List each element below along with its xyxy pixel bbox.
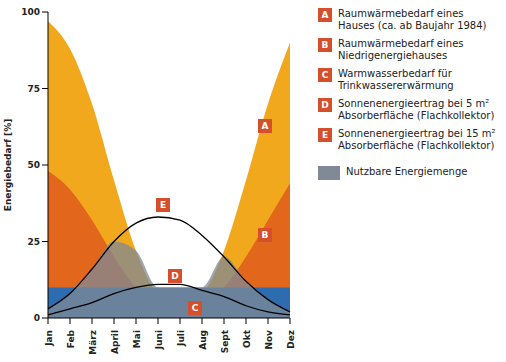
html-text:E: E <box>159 200 167 210</box>
svg-text:März: März <box>88 330 98 355</box>
html-text:B: B <box>261 230 269 240</box>
html-text:Raumwärmebedarf eines Hauses (: Raumwärmebedarf eines Hauses (ca. ab Bau… <box>338 8 487 31</box>
svg-text:50: 50 <box>27 160 40 170</box>
svg-text:Sept: Sept <box>220 329 230 353</box>
html-text:Nutzbare Energiemenge: Nutzbare Energiemenge <box>346 166 468 177</box>
html-text:D: D <box>321 100 329 110</box>
html-text:Sonnenenergieertrag bei 15 m²: Sonnenenergieertrag bei 15 m² Absorberfl… <box>338 128 496 151</box>
svg-text:Feb: Feb <box>66 329 76 348</box>
html-text:Warmwasserbedarf für Trinkwass: Warmwasserbedarf für Trinkwassererwärmun… <box>338 68 454 91</box>
svg-text:0: 0 <box>34 313 40 323</box>
html-text:Raumwärmebedarf eines Niedrige: Raumwärmebedarf eines Niedrigenergiehaus… <box>338 38 464 61</box>
html-text:C: C <box>191 303 199 313</box>
svg-text:100: 100 <box>21 7 40 17</box>
html-text:A: A <box>321 10 329 20</box>
svg-text:Juni: Juni <box>154 330 164 350</box>
svg-text:Energiebedarf [%]: Energiebedarf [%] <box>8 119 13 212</box>
html-text:D: D <box>171 271 179 281</box>
html-text:A: A <box>261 121 269 131</box>
html-text:B: B <box>321 40 329 50</box>
svg-text:Jan: Jan <box>44 330 54 347</box>
svg-text:Okt: Okt <box>242 329 252 348</box>
svg-text:Juli: Juli <box>176 330 186 347</box>
svg-text:25: 25 <box>27 237 40 247</box>
html-text:Sonnenenergieertrag bei 5 m² A: Sonnenenergieertrag bei 5 m² Absorberflä… <box>338 98 495 121</box>
svg-text:Mai: Mai <box>132 330 142 348</box>
svg-text:75: 75 <box>27 84 40 94</box>
html-text:C: C <box>321 70 329 80</box>
svg-text:Aug: Aug <box>198 330 208 350</box>
svg-text:April: April <box>110 330 120 354</box>
svg-text:Dez: Dez <box>286 330 296 349</box>
svg-text:Nov: Nov <box>264 330 274 350</box>
html-text:E: E <box>321 130 329 140</box>
